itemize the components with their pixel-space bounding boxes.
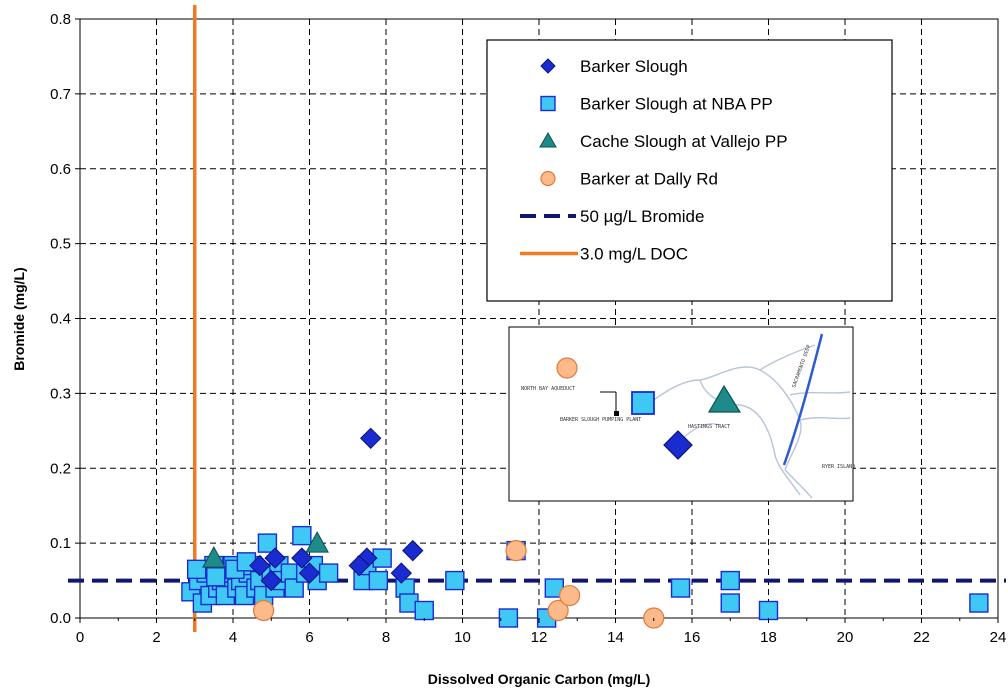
data-point-square [318,563,339,583]
data-point-diamond [298,562,321,584]
data-point-square [284,578,304,598]
legend-box [486,39,893,302]
data-point-square [368,570,389,591]
legend-symbol-square [540,95,556,112]
data-point-square [498,608,519,628]
x-tick-label: 22 [913,629,930,646]
y-tick-label: 0.7 [50,86,71,103]
map-marker-diamond [663,430,693,460]
x-tick-label: 18 [760,629,777,646]
data-point-diamond [291,547,313,569]
data-point-diamond [359,427,382,450]
data-point-square [720,593,740,613]
x-tick-label: 12 [531,629,548,646]
data-point-diamond [260,569,282,592]
x-tick-label: 4 [229,629,237,646]
y-axis-title: Bromide (mg/L) [11,267,27,370]
y-tick-label: 0.5 [50,236,71,253]
legend-symbol-triangle [539,131,557,148]
y-tick-label: 0.1 [50,535,71,552]
x-tick-label: 2 [152,629,160,646]
data-point-square [969,593,989,613]
x-tick-label: 6 [305,629,313,646]
data-point-diamond [264,547,286,569]
data-point-square [414,600,434,621]
x-tick-label: 14 [607,629,624,646]
legend: Barker Slough Barker Slough at NBA PP Cach… [486,39,893,302]
axis-ticks: 0 2 4 6 8 10 12 14 16 18 20 22 240.00.10.20.30.40.50… [50,11,1006,646]
data-point-triangle [305,531,329,553]
y-tick-label: 0.4 [50,311,71,328]
data-point-circle [558,584,581,607]
data-point-square [292,525,312,546]
y-tick-label: 0.6 [50,161,71,178]
legend-symbol-circle [540,170,556,187]
x-tick-label: 20 [837,629,854,646]
data-point-triangle [202,546,226,568]
data-point-circle [505,540,527,562]
y-tick-label: 0.8 [50,11,71,28]
legend-label: Cache Slough at Vallejo PP [580,132,788,151]
data-point-circle [547,599,569,622]
legend-label: Barker Slough [580,57,688,76]
legend-label: 50 µg/L Bromide [580,207,704,226]
data-point-diamond [249,554,271,577]
inset-map: NORTH BAY AQUEDUCT BARKER SLOUGH PUMPING… [508,326,855,502]
legend-label: Barker at Dally Rd [580,170,718,189]
x-axis-title: Dissolved Organic Carbon (mg/L) [428,671,650,687]
legend-label: 3.0 mg/L DOC [580,245,688,264]
map-label-north-bay-aqueduct: NORTH BAY AQUEDUCT [521,386,575,392]
data-point-circle [253,599,275,622]
map-marker-square [631,391,655,415]
y-tick-label: 0.2 [50,460,71,477]
map-label-ryer-island: RYER ISLAND [822,464,855,470]
data-point-square [445,570,465,591]
y-tick-label: 0.0 [50,610,71,627]
data-point-diamond [390,562,413,584]
map-marker-triangle [707,384,742,413]
x-tick-label: 0 [76,629,84,646]
map-label-hastings-tract: HASTINGS TRACT [688,424,730,430]
x-tick-label: 8 [382,629,390,646]
data-point-square [758,600,779,621]
x-tick-label: 10 [454,629,471,646]
data-point-square [720,570,740,591]
data-point-diamond [402,539,424,562]
x-tick-label: 16 [684,629,701,646]
data-point-square [206,567,226,587]
data-point-square [186,559,207,580]
y-tick-label: 0.3 [50,385,71,402]
legend-label: Barker Slough at NBA PP [580,95,773,114]
legend-symbol-diamond [540,58,556,74]
map-label-barker-slough-pumping-plant: BARKER SLOUGH PUMPING PLANT [560,417,641,423]
data-point-diamond [348,554,370,577]
data-point-square [670,578,691,598]
data-points [181,427,989,629]
x-tick-label: 24 [990,629,1007,646]
map-marker-circle [556,357,578,379]
data-point-square [257,533,278,553]
